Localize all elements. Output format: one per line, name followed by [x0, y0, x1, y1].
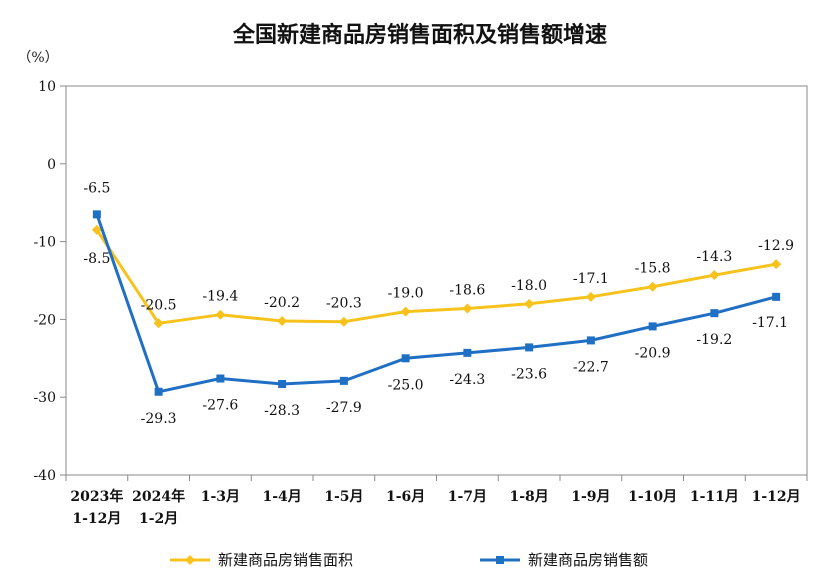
data-label: -15.8	[635, 261, 671, 277]
data-point	[277, 315, 288, 326]
data-label: -19.2	[696, 332, 732, 348]
data-point	[524, 298, 535, 309]
data-point	[215, 309, 226, 320]
data-label: -27.6	[202, 398, 238, 414]
data-point	[92, 210, 101, 219]
x-tick-label: 1-12月	[752, 489, 801, 505]
y-tick-label: -20	[33, 312, 56, 328]
data-point	[585, 291, 596, 302]
data-label: -8.5	[83, 251, 110, 267]
data-label: -19.4	[202, 289, 238, 305]
x-tick-label: 2023年	[70, 488, 123, 505]
data-label: -29.3	[141, 411, 177, 427]
data-label: -24.3	[449, 372, 485, 388]
y-tick-label: 0	[47, 157, 56, 173]
data-point	[772, 292, 781, 301]
data-label: -25.0	[388, 377, 424, 393]
data-label: -17.1	[752, 315, 788, 331]
x-tick-label: 2024年	[132, 488, 185, 505]
data-label: -20.9	[635, 345, 671, 361]
series-line-0	[95, 229, 777, 325]
data-labels: -8.5 -20.5 -19.4 -20.2 -20.3 -19.0 -18.6 -18.0 -…	[83, 180, 794, 426]
x-tick-label: 1-12月	[72, 511, 121, 527]
data-label: -18.0	[511, 278, 547, 294]
legend-label: 新建商品房销售面积	[218, 551, 353, 569]
x-tick-label: 1-7月	[448, 489, 487, 505]
x-tick-label: 1-3月	[201, 489, 240, 505]
x-axis: 2023年 1-12月 2024年 1-2月 1-3月 1-4月 1-5月 1-6月 1-7月 1…	[65, 475, 808, 527]
data-label: -20.2	[264, 295, 300, 311]
data-label: -17.1	[573, 271, 609, 287]
data-point	[153, 318, 164, 329]
data-label: -28.3	[264, 403, 300, 419]
legend-marker	[185, 555, 195, 565]
data-point	[216, 374, 225, 383]
data-label: -20.3	[326, 296, 362, 312]
data-label: -14.3	[696, 249, 732, 265]
data-label: -27.9	[326, 400, 362, 416]
x-tick-label: 1-2月	[139, 511, 178, 527]
data-label: -23.6	[511, 366, 547, 382]
x-tick-label: 1-6月	[386, 489, 425, 505]
data-point	[278, 379, 287, 388]
legend-label: 新建商品房销售额	[528, 551, 648, 569]
data-point	[710, 309, 719, 318]
data-label: -19.0	[388, 286, 424, 302]
plot-area	[65, 85, 808, 476]
x-tick-label: 1-11月	[690, 489, 739, 505]
data-label: -12.9	[758, 238, 794, 254]
data-point	[525, 343, 534, 352]
series-line-1	[95, 213, 777, 394]
data-label: -6.5	[83, 180, 110, 196]
y-tick-label: -30	[33, 390, 56, 406]
data-point	[339, 376, 348, 385]
legend: 新建商品房销售面积 新建商品房销售额	[170, 551, 648, 569]
data-point	[709, 270, 720, 281]
x-tick-label: 1-4月	[262, 489, 301, 505]
data-label: -18.6	[449, 283, 485, 299]
chart-title: 全国新建商品房销售面积及销售额增速	[232, 22, 607, 48]
x-tick-label: 1-10月	[628, 489, 677, 505]
data-point	[648, 322, 657, 331]
legend-marker	[496, 556, 504, 564]
data-label: -22.7	[573, 359, 609, 375]
data-point	[771, 259, 782, 270]
data-point	[401, 354, 410, 363]
data-label: -20.5	[141, 297, 177, 313]
data-point	[586, 336, 595, 345]
y-tick-label: -10	[33, 235, 56, 251]
y-axis-unit: （%）	[17, 50, 58, 66]
y-axis: 10 0 -10 -20 -30 -40	[33, 79, 66, 484]
data-point	[154, 387, 163, 396]
data-point	[462, 303, 473, 314]
data-point	[400, 306, 411, 317]
data-point	[647, 281, 658, 292]
series-layer	[91, 210, 782, 396]
data-point	[463, 348, 472, 357]
y-tick-label: -40	[33, 468, 56, 484]
x-tick-label: 1-8月	[509, 489, 548, 505]
y-tick-label: 10	[38, 79, 56, 95]
x-tick-label: 1-9月	[571, 489, 610, 505]
x-tick-label: 1-5月	[324, 489, 363, 505]
data-point	[338, 316, 349, 327]
data-point	[91, 224, 102, 235]
